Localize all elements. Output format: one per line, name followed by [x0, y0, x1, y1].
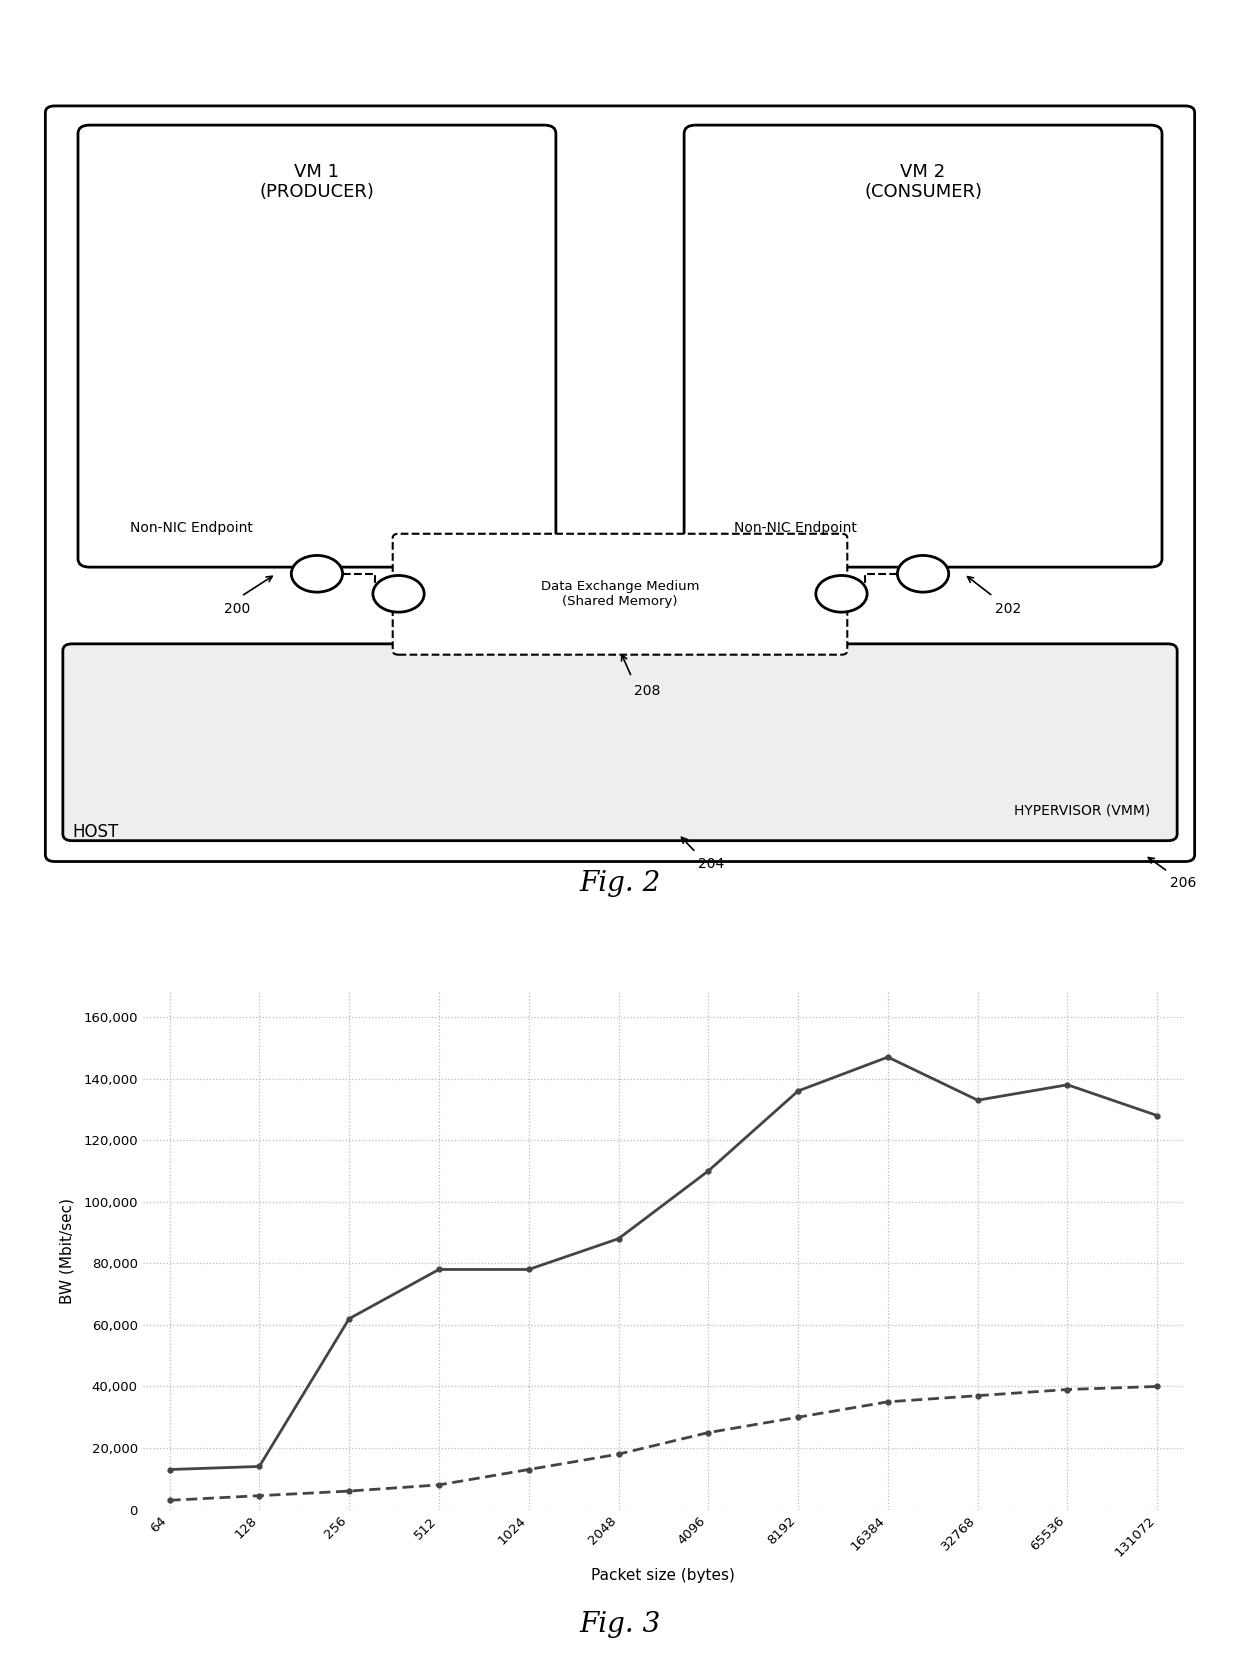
Text: HOST: HOST [72, 822, 118, 841]
Circle shape [291, 555, 342, 592]
intra-socket [252, 1456, 267, 1476]
inter-socket [701, 1423, 715, 1443]
inter-socket [252, 1486, 267, 1506]
intra-socket [611, 1229, 626, 1249]
Circle shape [816, 575, 867, 612]
intra-socket [1149, 1106, 1164, 1126]
intra-socket [432, 1259, 446, 1279]
intra-socket [1060, 1074, 1075, 1094]
intra-socket [880, 1048, 895, 1068]
Text: Data Exchange Medium
(Shared Memory): Data Exchange Medium (Shared Memory) [541, 580, 699, 607]
FancyBboxPatch shape [393, 534, 847, 654]
inter-socket [611, 1444, 626, 1465]
Line: intra-socket: intra-socket [167, 1054, 1159, 1471]
Circle shape [373, 575, 424, 612]
intra-socket [162, 1460, 177, 1480]
inter-socket [970, 1386, 985, 1406]
Text: HYPERVISOR (VMM): HYPERVISOR (VMM) [1014, 804, 1151, 817]
intra-socket [970, 1091, 985, 1111]
Text: VM 1
(PRODUCER): VM 1 (PRODUCER) [259, 163, 374, 202]
Text: 206: 206 [1171, 876, 1197, 889]
inter-socket [162, 1490, 177, 1510]
Text: Fig. 2: Fig. 2 [579, 869, 661, 897]
FancyBboxPatch shape [46, 107, 1194, 861]
FancyBboxPatch shape [78, 125, 556, 567]
Text: 200: 200 [223, 602, 250, 615]
Circle shape [898, 555, 949, 592]
intra-socket [701, 1161, 715, 1181]
inter-socket [1149, 1376, 1164, 1396]
intra-socket [342, 1309, 357, 1329]
Text: 204: 204 [698, 857, 724, 871]
Text: 208: 208 [634, 684, 661, 697]
intra-socket [791, 1081, 806, 1101]
intra-socket [521, 1259, 536, 1279]
inter-socket [521, 1460, 536, 1480]
inter-socket [880, 1391, 895, 1411]
X-axis label: Packet size (bytes): Packet size (bytes) [591, 1568, 735, 1583]
inter-socket [1060, 1379, 1075, 1399]
Text: Non-NIC Endpoint: Non-NIC Endpoint [130, 520, 253, 535]
FancyBboxPatch shape [63, 644, 1177, 841]
FancyBboxPatch shape [684, 125, 1162, 567]
inter-socket [432, 1475, 446, 1495]
Y-axis label: BW (Mbit/sec): BW (Mbit/sec) [60, 1198, 74, 1304]
inter-socket [342, 1481, 357, 1501]
Text: Fig. 3: Fig. 3 [579, 1611, 661, 1638]
Text: Non-NIC Endpoint: Non-NIC Endpoint [734, 520, 857, 535]
inter-socket [791, 1408, 806, 1428]
Line: inter-socket: inter-socket [167, 1384, 1159, 1503]
Text: VM 2
(CONSUMER): VM 2 (CONSUMER) [864, 163, 982, 202]
Text: 202: 202 [996, 602, 1022, 615]
